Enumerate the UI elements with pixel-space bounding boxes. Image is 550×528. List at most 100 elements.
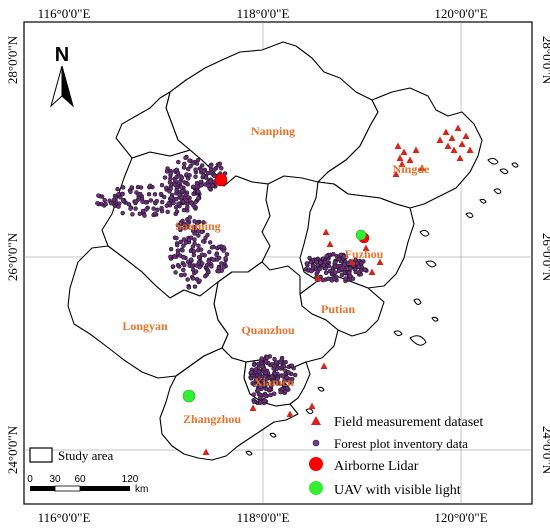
forest-plot-dot [176, 159, 181, 165]
forest-plot-dot [196, 254, 202, 260]
forest-plot-dot [274, 380, 280, 386]
forest-plot-dot [115, 186, 120, 192]
forest-plot-dot [193, 269, 199, 274]
field-measurement-triangle [376, 258, 384, 265]
city-label-quanzhou: Quanzhou [241, 323, 295, 337]
forest-plot-dot [116, 192, 121, 197]
forest-plot-dot [199, 252, 205, 257]
forest-plot-dot [258, 400, 263, 406]
forest-plot-dot [207, 179, 213, 184]
forest-plot-dot [183, 155, 188, 161]
forest-plot-dot [187, 215, 193, 220]
forest-plot-dot [146, 191, 152, 197]
scale-seg-3 [80, 486, 130, 491]
legend-dot-icon [312, 439, 320, 447]
forest-plot-dot [158, 191, 164, 197]
forest-plot-dot [271, 391, 277, 396]
forest-plot-dot [206, 269, 211, 275]
forest-plot-dot [320, 277, 326, 283]
forest-plot-dot [191, 184, 196, 190]
forest-plot-dot [165, 209, 170, 215]
forest-plot-dot [155, 207, 160, 213]
forest-plot-dot [184, 201, 190, 207]
forest-plot-dot [278, 359, 283, 365]
forest-plot-dot [326, 276, 331, 281]
forest-plot-dot [168, 246, 174, 252]
scale-tick-0: 0 [27, 474, 33, 485]
forest-plot-dot [263, 393, 269, 399]
forest-plot-dot [147, 183, 153, 189]
forest-plot-dot [217, 163, 222, 168]
region-longyan [67, 245, 229, 379]
forest-plot-dot [183, 240, 189, 245]
scale-unit: km [135, 484, 148, 495]
forest-plot-dot [281, 363, 287, 369]
forest-plot-dot [206, 259, 211, 264]
field-measurement-triangle [348, 258, 356, 265]
symbol-legend: Field measurement dataset Forest plot in… [309, 415, 483, 498]
forest-plot-dot [167, 189, 172, 194]
forest-plot-dot [152, 192, 158, 197]
forest-plot-dot [142, 213, 147, 218]
field-measurement-triangle [322, 228, 330, 235]
forest-plot-dot [203, 273, 208, 279]
forest-plot-dot [251, 399, 257, 405]
forest-plot-dot [197, 278, 202, 283]
forest-plot-dot [191, 224, 196, 230]
forest-plot-dot [171, 200, 176, 206]
field-measurement-triangle [398, 160, 406, 167]
forest-plot-dot [181, 243, 186, 248]
forest-plot-dot [283, 359, 288, 365]
forest-plot-dot [253, 367, 259, 372]
forest-plot-dot [200, 239, 206, 244]
city-label-longyan: Longyan [122, 319, 168, 333]
forest-plot-dot [191, 249, 197, 254]
forest-plot-dot [128, 206, 133, 211]
study-area-swatch [29, 447, 53, 463]
right-lat-label-28: 28°0'0"N [540, 36, 550, 85]
scale-seg-1 [30, 486, 55, 491]
forest-plot-dot [175, 262, 181, 268]
forest-plot-dot [256, 380, 262, 386]
right-lat-label-24: 24°0'0"N [540, 426, 550, 475]
top-lon-label-120: 120°0'0"E [434, 6, 487, 21]
forest-plot-dot [322, 259, 328, 265]
forest-plot-dot [264, 355, 270, 360]
forest-plot-dot [189, 263, 195, 269]
forest-plot-dot [263, 370, 268, 376]
forest-plot-dot [154, 198, 160, 204]
forest-plot-dot [331, 251, 336, 257]
forest-plot-dot [199, 261, 205, 266]
forest-plot-dot [177, 180, 182, 185]
field-measurement-triangle [442, 128, 450, 135]
forest-plot-dot [253, 378, 259, 383]
forest-plot-dot [354, 261, 360, 266]
city-label-sanming: Sanming [175, 219, 220, 233]
forest-plot-dot [196, 243, 201, 249]
forest-plot-dot [174, 235, 179, 241]
field-measurement-triangle [458, 140, 466, 147]
forest-plot-dot [185, 181, 190, 187]
forest-plot-dot [206, 183, 211, 188]
field-measurement-triangle [418, 164, 426, 171]
field-measurement-triangle [314, 274, 322, 281]
forest-plot-dot [249, 370, 254, 375]
forest-plot-dot [126, 202, 132, 207]
forest-plot-dot [333, 270, 338, 275]
forest-plot-dot [102, 197, 107, 203]
forest-plot-dot [347, 266, 353, 271]
study-area-label: Study area [58, 448, 113, 463]
forest-plot-dot [263, 381, 269, 386]
forest-plot-dot [148, 198, 154, 203]
forest-plot-dot [342, 262, 347, 267]
city-label-zhangzhou: Zhangzhou [183, 412, 241, 426]
forest-plot-dot [137, 191, 143, 197]
forest-plot-dot [210, 183, 215, 188]
forest-plot-dot [193, 200, 198, 205]
forest-plot-dot [203, 175, 209, 181]
forest-plot-dot [151, 206, 156, 211]
forest-plot-dot [137, 211, 143, 217]
right-lat-label-26: 26°0'0"N [540, 233, 550, 282]
forest-plot-dot [219, 261, 224, 266]
